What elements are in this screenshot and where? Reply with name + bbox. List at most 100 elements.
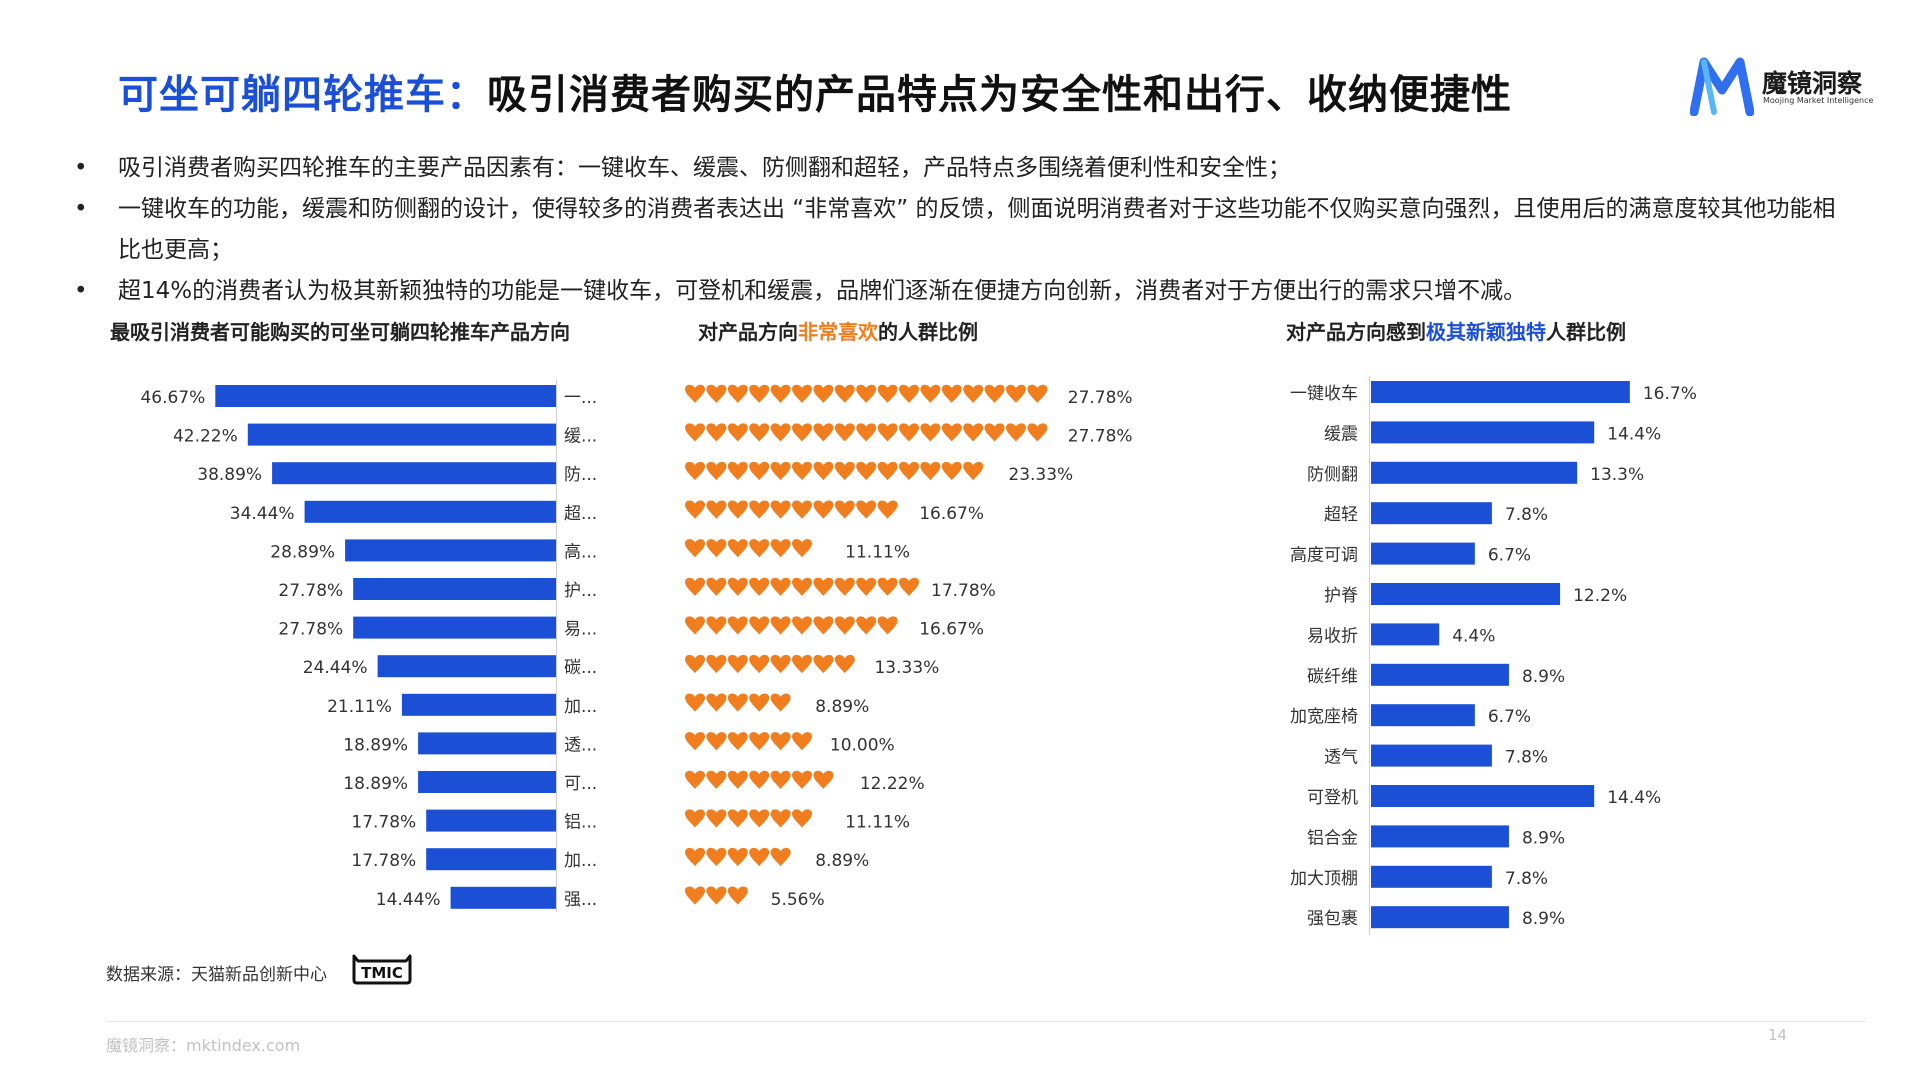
- chart1-value-label: 27.78%: [278, 620, 343, 640]
- chart3-category-label: 加宽座椅: [1290, 707, 1358, 727]
- chart1-category-label: 防...: [564, 465, 597, 485]
- heart-icon: [770, 732, 791, 751]
- chart3-category-label: 透气: [1324, 748, 1358, 768]
- heart-icon: [834, 461, 855, 481]
- heart-icon: [727, 616, 748, 635]
- chart2-value-label: 11.11%: [845, 813, 910, 833]
- chart1-bar: [345, 539, 556, 562]
- chart3-bar: [1371, 623, 1440, 646]
- heart-icon: [834, 616, 855, 635]
- chart2-title-highlight: 非常喜欢: [798, 320, 878, 344]
- chart3-value-label: 14.4%: [1607, 424, 1661, 444]
- heart-icon: [749, 654, 770, 674]
- heart-icon: [706, 847, 727, 867]
- chart3-category-label: 强包裹: [1307, 909, 1358, 929]
- heart-icon: [749, 423, 770, 442]
- chart2-value-label: 27.78%: [1068, 427, 1133, 447]
- heart-icon: [1049, 385, 1069, 403]
- chart1-bar: [418, 771, 556, 793]
- chart1-value-label: 18.89%: [343, 735, 408, 755]
- heart-icon: [813, 461, 834, 481]
- summary-list: 吸引消费者购买四轮推车的主要产品因素有：一键收车、缓震、防侧翻和超轻，产品特点多…: [70, 148, 1850, 312]
- chart1-category-label: 加...: [564, 697, 597, 717]
- chart3-value-label: 4.4%: [1452, 626, 1495, 646]
- heart-icon: [685, 616, 705, 635]
- heart-icon: [685, 423, 705, 442]
- heart-icon: [984, 384, 1005, 403]
- chart3-title-pre: 对产品方向感到: [1286, 320, 1426, 344]
- chart3-bar: [1371, 744, 1492, 767]
- heart-icon: [792, 500, 812, 519]
- heart-icon: [727, 654, 748, 674]
- heart-icon: [856, 655, 876, 673]
- chart3-title: 对产品方向感到极其新颖独特人群比例: [1286, 316, 1626, 345]
- heart-icon: [813, 539, 833, 557]
- chart3-bar: [1371, 381, 1630, 403]
- chart1-value-label: 38.89%: [197, 465, 262, 485]
- heart-icon: [877, 577, 898, 596]
- heart-icon: [792, 539, 812, 558]
- chart1-category-label: 铝...: [564, 813, 597, 833]
- heart-icon: [834, 654, 855, 674]
- heart-icon: [727, 423, 748, 442]
- heart-icon: [727, 577, 748, 596]
- heart-icon: [706, 461, 727, 481]
- heart-icon: [727, 809, 748, 828]
- heart-icon: [706, 693, 727, 712]
- chart3-category-label: 易收折: [1307, 626, 1358, 646]
- heart-icon: [792, 694, 812, 712]
- heart-icon: [941, 461, 962, 481]
- heart-icon: [685, 539, 705, 558]
- chart1-bar: [426, 809, 556, 832]
- heart-icon: [727, 886, 748, 905]
- heart-icon: [706, 539, 727, 558]
- chart1-category-label: 透...: [564, 735, 597, 755]
- heart-icon: [749, 732, 770, 751]
- chart3-value-label: 16.7%: [1643, 384, 1697, 404]
- heart-icon: [685, 461, 705, 481]
- heart-icon: [1049, 423, 1069, 441]
- heart-icon: [877, 384, 898, 403]
- chart1-category-label: 强...: [564, 890, 597, 910]
- heart-icon: [685, 654, 705, 674]
- chart1-bar: [247, 423, 556, 446]
- heart-icon: [877, 423, 898, 442]
- heart-icon: [856, 500, 877, 519]
- heart-icon: [727, 732, 748, 751]
- page-title-rest: 吸引消费者购买的产品特点为安全性和出行、收纳便捷性: [487, 72, 1512, 118]
- heart-icon: [727, 847, 748, 867]
- heart-icon: [792, 654, 812, 674]
- heart-icon: [685, 770, 705, 789]
- chart3-category-label: 一键收车: [1290, 384, 1358, 404]
- heart-icon: [706, 732, 727, 751]
- heart-icon: [792, 461, 812, 481]
- heart-icon: [770, 770, 791, 789]
- chart3-value-label: 6.7%: [1488, 546, 1531, 566]
- chart1-bar: [272, 462, 556, 485]
- chart3-category-label: 加大顶棚: [1290, 869, 1358, 889]
- heart-icon: [899, 501, 919, 519]
- chart3-bar: [1371, 785, 1595, 807]
- chart1-bar: [353, 616, 556, 639]
- chart1-bar: [304, 500, 556, 523]
- heart-icon: [770, 500, 791, 519]
- chart2-title-pre: 对产品方向: [698, 320, 798, 344]
- heart-icon: [899, 461, 919, 481]
- chart3-category-label: 缓震: [1324, 424, 1358, 444]
- heart-icon: [685, 732, 705, 751]
- summary-item: 超14%的消费者认为极其新颖独特的功能是一键收车，可登机和缓震，品牌们逐渐在便捷…: [70, 271, 1850, 312]
- chart1-value-label: 27.78%: [278, 581, 343, 601]
- chart3-value-label: 8.9%: [1522, 909, 1565, 929]
- heart-icon: [899, 577, 919, 596]
- heart-icon: [770, 809, 791, 828]
- chart1-value-label: 42.22%: [173, 427, 238, 447]
- heart-icon: [813, 500, 834, 519]
- heart-icon: [770, 693, 791, 712]
- chart3-category-label: 防侧翻: [1307, 465, 1358, 485]
- heart-icon: [941, 423, 962, 442]
- heart-icon: [727, 539, 748, 558]
- heart-icon: [834, 500, 855, 519]
- heart-icon: [792, 848, 812, 866]
- chart1-value-label: 46.67%: [140, 388, 205, 408]
